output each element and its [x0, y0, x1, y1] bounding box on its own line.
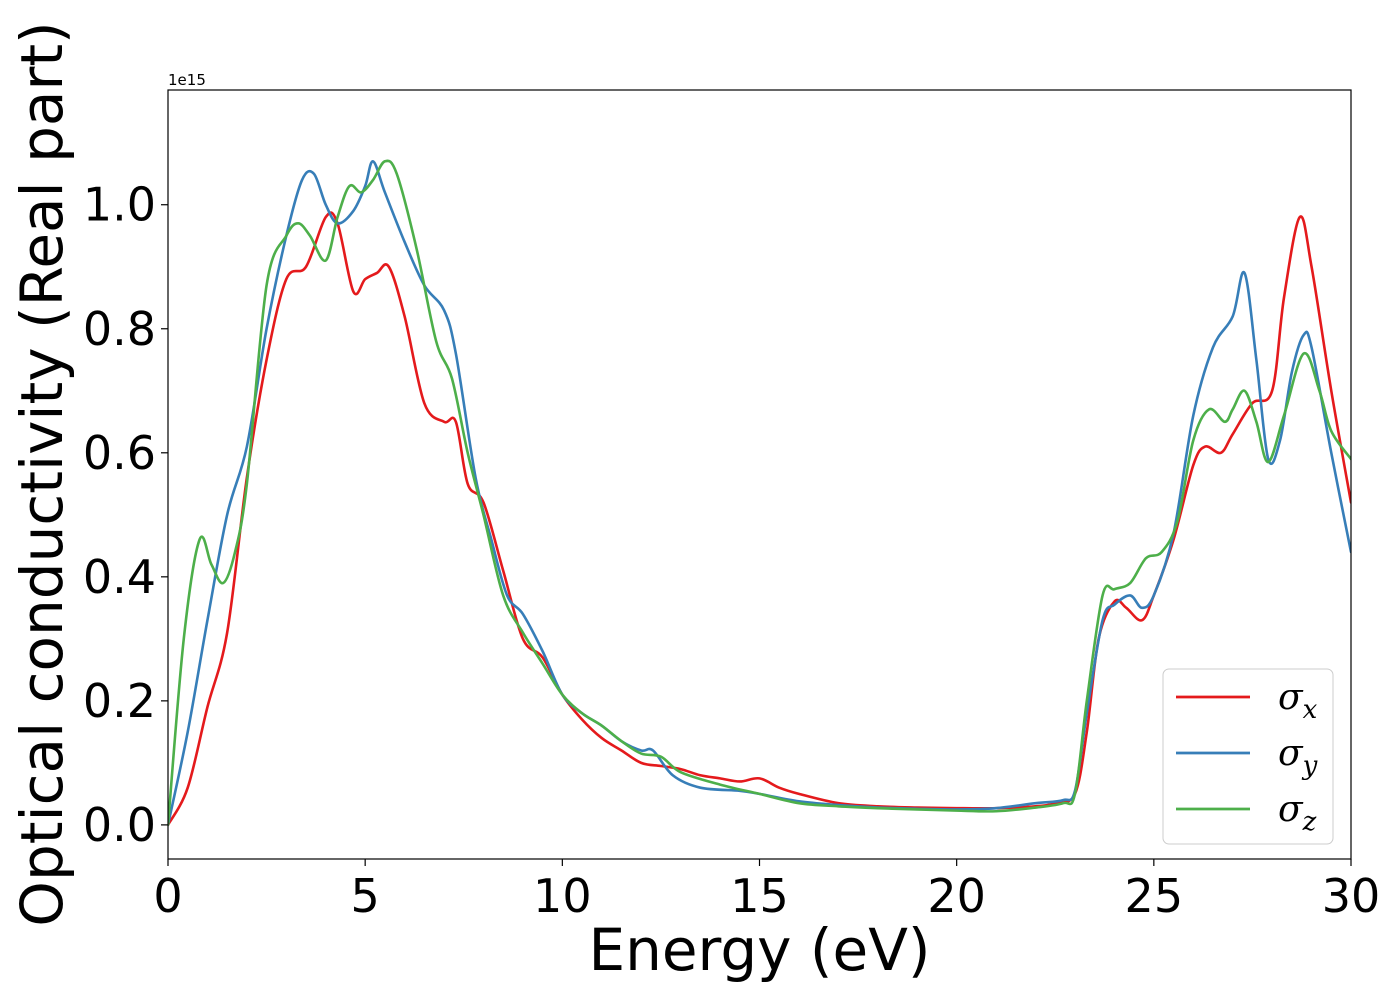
legend-label-y: σy — [1278, 733, 1318, 781]
series-line-x — [168, 211, 1351, 827]
x-tick-label: 30 — [1322, 869, 1381, 923]
y-offset-text: 1e15 — [168, 71, 206, 89]
x-tick-label: 5 — [351, 869, 380, 923]
legend: σx σy σz — [1162, 668, 1334, 845]
x-tick-label: 15 — [730, 869, 789, 923]
x-tick-label: 0 — [153, 869, 182, 923]
y-tick-label: 0.0 — [83, 798, 156, 852]
y-tick-label: 0.6 — [83, 426, 156, 480]
x-tick-label: 25 — [1125, 869, 1184, 923]
y-tick-label: 0.8 — [83, 302, 156, 356]
legend-label-z: σz — [1278, 789, 1317, 837]
x-tick-label: 10 — [533, 869, 592, 923]
x-axis-label: Energy (eV) — [588, 916, 930, 984]
y-tick-label: 0.2 — [83, 674, 156, 728]
y-tick-label: 1.0 — [83, 178, 156, 232]
y-tick-label: 0.4 — [83, 550, 156, 604]
series-line-z — [168, 159, 1351, 827]
legend-label-x: σx — [1278, 677, 1318, 725]
y-axis-label: Optical conductivity (Real part) — [8, 21, 76, 926]
series-line-y — [168, 160, 1351, 827]
x-axis: 0 5 10 15 20 25 30 — [153, 859, 1380, 923]
legend-frame — [1162, 668, 1334, 845]
series-layer — [168, 159, 1351, 827]
y-axis: 0.0 0.2 0.4 0.6 0.8 1.0 — [83, 178, 168, 852]
x-tick-label: 20 — [927, 869, 986, 923]
